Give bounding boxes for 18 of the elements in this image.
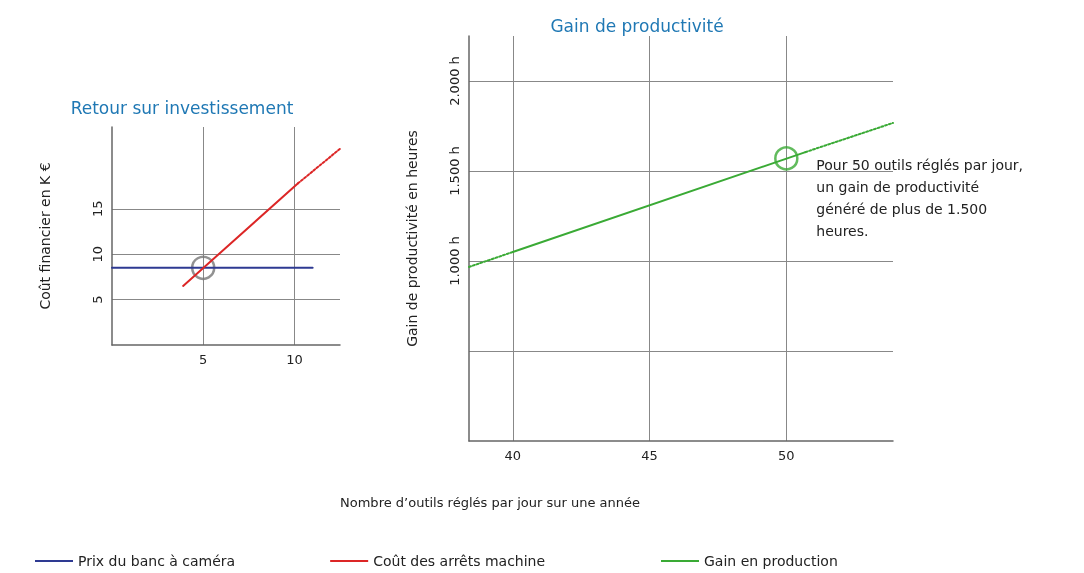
legend-label: Coût des arrêts machine (373, 553, 546, 569)
y-tick-label: 15 (90, 200, 105, 218)
chart-title: Gain de productivité (550, 15, 724, 36)
legend-label: Prix du banc à caméra (78, 553, 236, 569)
x-tick-label: 40 (504, 448, 522, 463)
x-axis-title: Nombre d’outils réglés par jour sur une année (340, 495, 640, 510)
y-axis-title: Coût financier en K € (37, 162, 53, 310)
legend-label: Gain en production (704, 553, 838, 569)
annotation: Pour 50 outils réglés par jour, un gain de productivité généré de plus de 1.500 heures. (816, 157, 1028, 240)
x-tick-label: 45 (641, 448, 658, 463)
y-tick-label: 1.000 h (447, 236, 462, 286)
y-tick-label: 2.000 h (447, 56, 462, 106)
y-axis-title: Gain de productivité en heures (404, 130, 420, 347)
y-tick-label: 1.500 h (447, 146, 462, 196)
chart-title: Retour sur investissement (70, 97, 294, 118)
x-tick-label: 50 (778, 448, 795, 463)
y-tick-label: 10 (90, 245, 105, 263)
y-tick-label: 5 (90, 295, 105, 304)
